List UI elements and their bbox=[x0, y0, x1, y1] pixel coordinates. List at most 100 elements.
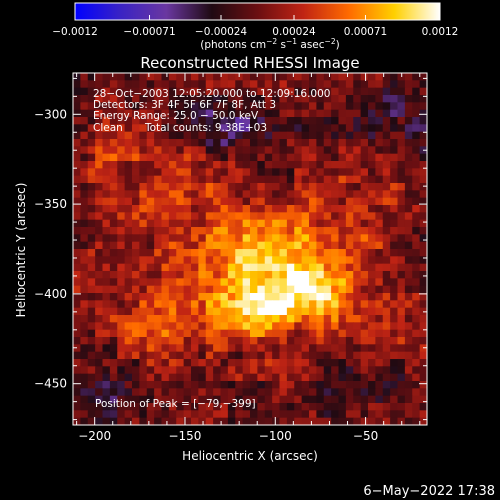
heatmap-cell bbox=[419, 263, 427, 272]
heatmap-cell bbox=[117, 190, 126, 199]
heatmap-cell bbox=[390, 73, 399, 81]
heatmap-cell bbox=[176, 344, 185, 353]
heatmap-cell bbox=[375, 351, 384, 360]
heatmap-cell bbox=[279, 212, 288, 221]
heatmap-cell bbox=[124, 337, 133, 345]
heatmap-cell bbox=[102, 410, 111, 419]
heatmap-cell bbox=[404, 124, 413, 133]
heatmap-cell bbox=[353, 381, 362, 389]
heatmap-cell bbox=[316, 197, 325, 206]
heatmap-cell bbox=[146, 285, 155, 294]
heatmap-cell bbox=[242, 263, 251, 272]
heatmap-cell bbox=[390, 183, 399, 191]
heatmap-cell bbox=[198, 388, 207, 397]
heatmap-cell bbox=[213, 139, 222, 147]
heatmap-cell bbox=[316, 263, 325, 272]
heatmap-cell bbox=[191, 168, 199, 177]
heatmap-cell bbox=[390, 109, 399, 118]
heatmap-cell bbox=[301, 124, 310, 133]
heatmap-cell bbox=[183, 102, 192, 111]
heatmap-cell bbox=[382, 322, 391, 331]
heatmap-cell bbox=[331, 315, 340, 323]
heatmap-cell bbox=[183, 307, 192, 316]
heatmap-cell bbox=[242, 249, 251, 257]
heatmap-cell bbox=[250, 278, 258, 287]
heatmap-cell bbox=[73, 329, 81, 338]
heatmap-cell bbox=[419, 366, 427, 375]
x-tick-label: −200 bbox=[78, 429, 111, 443]
heatmap-cell bbox=[397, 315, 406, 323]
heatmap-cell bbox=[316, 256, 325, 265]
heatmap-cell bbox=[338, 234, 347, 243]
heatmap-cell bbox=[419, 219, 427, 228]
heatmap-cell bbox=[146, 212, 155, 221]
heatmap-cell bbox=[102, 300, 111, 309]
heatmap-cell bbox=[161, 381, 170, 389]
heatmap-cell bbox=[132, 329, 140, 338]
heatmap-cell bbox=[375, 395, 384, 404]
y-tick-label: −350 bbox=[34, 197, 67, 211]
heatmap-cell bbox=[161, 293, 170, 301]
heatmap-cell bbox=[368, 153, 376, 162]
heatmap-cell bbox=[87, 271, 96, 279]
heatmap-cell bbox=[353, 234, 362, 243]
heatmap-cell bbox=[124, 271, 133, 279]
heatmap-cell bbox=[286, 212, 295, 221]
heatmap-cell bbox=[316, 241, 325, 250]
heatmap-cell bbox=[220, 117, 229, 125]
heatmap-cell bbox=[294, 359, 303, 367]
heatmap-cell bbox=[323, 183, 332, 191]
heatmap-cell bbox=[309, 124, 317, 133]
heatmap-cell bbox=[331, 249, 340, 257]
heatmap-cell bbox=[294, 205, 303, 213]
heatmap-cell bbox=[102, 124, 111, 133]
heatmap-cell bbox=[95, 307, 104, 316]
heatmap-cell bbox=[272, 109, 281, 118]
heatmap-cell bbox=[382, 183, 391, 191]
heatmap-cell bbox=[146, 256, 155, 265]
heatmap-cell bbox=[316, 117, 325, 125]
heatmap-cell bbox=[272, 351, 281, 360]
heatmap-cell bbox=[279, 102, 288, 111]
heatmap-cell bbox=[323, 87, 332, 96]
heatmap-cell bbox=[183, 234, 192, 243]
heatmap-cell bbox=[191, 95, 199, 103]
heatmap-cell bbox=[397, 300, 406, 309]
heatmap-cell bbox=[250, 344, 258, 353]
heatmap-cell bbox=[87, 278, 96, 287]
heatmap-cell bbox=[368, 403, 376, 411]
heatmap-cell bbox=[154, 73, 163, 81]
heatmap-cell bbox=[242, 337, 251, 345]
heatmap-cell bbox=[161, 102, 170, 111]
heatmap-cell bbox=[235, 183, 244, 191]
heatmap-cell bbox=[294, 307, 303, 316]
heatmap-cell bbox=[80, 241, 89, 250]
heatmap-cell bbox=[412, 87, 421, 96]
heatmap-cell bbox=[117, 183, 126, 191]
heatmap-cell bbox=[102, 366, 111, 375]
heatmap-cell bbox=[345, 139, 354, 147]
heatmap-cell bbox=[95, 395, 104, 404]
heatmap-cell bbox=[73, 153, 81, 162]
heatmap-cell bbox=[220, 73, 229, 81]
heatmap-cell bbox=[419, 322, 427, 331]
heatmap-cell bbox=[331, 278, 340, 287]
heatmap-cell bbox=[360, 359, 369, 367]
heatmap-cell bbox=[213, 131, 222, 140]
heatmap-cell bbox=[404, 109, 413, 118]
heatmap-cell bbox=[154, 285, 163, 294]
heatmap-cell bbox=[168, 249, 177, 257]
heatmap-cell bbox=[146, 205, 155, 213]
heatmap-cell bbox=[368, 124, 376, 133]
heatmap-cell bbox=[412, 263, 421, 272]
heatmap-cell bbox=[360, 161, 369, 169]
heatmap-cell bbox=[360, 300, 369, 309]
heatmap-cell bbox=[176, 161, 185, 169]
heatmap-cell bbox=[109, 329, 118, 338]
heatmap-cell bbox=[124, 395, 133, 404]
heatmap-cell bbox=[87, 410, 96, 419]
heatmap-cell bbox=[294, 410, 303, 419]
heatmap-cell bbox=[397, 381, 406, 389]
heatmap-cell bbox=[95, 168, 104, 177]
